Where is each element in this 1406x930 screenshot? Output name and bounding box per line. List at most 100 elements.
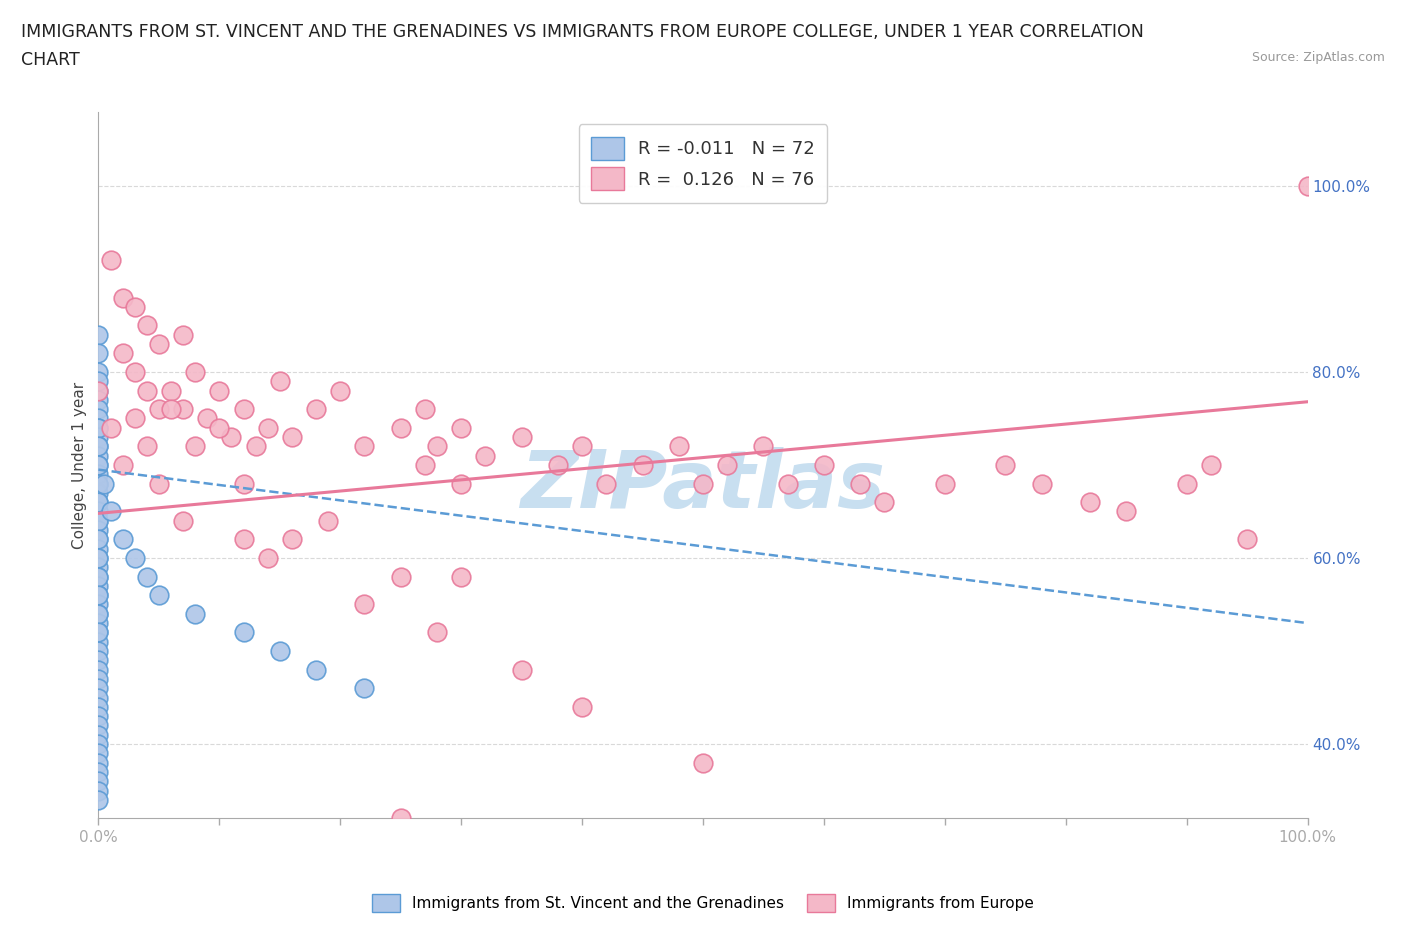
Point (256, 420, 278, 435)
Point (87, 746, 110, 761)
Point (124, 365, 146, 379)
Point (87, 699, 110, 714)
Point (1031, 476, 1053, 491)
Legend: R = -0.011   N = 72, R =  0.126   N = 76: R = -0.011 N = 72, R = 0.126 N = 76 (578, 125, 828, 203)
Point (87, 485, 110, 500)
Point (87, 458, 110, 472)
Point (111, 290, 134, 305)
Point (135, 383, 157, 398)
Point (87, 588, 110, 603)
Point (426, 625, 449, 640)
Point (474, 448, 496, 463)
Point (595, 476, 617, 491)
Point (93, 476, 115, 491)
Point (172, 513, 194, 528)
Point (1175, 476, 1198, 491)
Point (232, 402, 254, 417)
Point (172, 327, 194, 342)
Point (87, 681, 110, 696)
Point (87, 551, 110, 565)
Point (353, 681, 375, 696)
Point (184, 439, 207, 454)
Point (87, 541, 110, 556)
Point (100, 253, 122, 268)
Point (269, 374, 291, 389)
Point (87, 420, 110, 435)
Text: IMMIGRANTS FROM ST. VINCENT AND THE GRENADINES VS IMMIGRANTS FROM EUROPE COLLEGE: IMMIGRANTS FROM ST. VINCENT AND THE GREN… (21, 23, 1144, 41)
Text: ZIPatlas: ZIPatlas (520, 447, 886, 525)
Point (776, 476, 799, 491)
Point (305, 402, 328, 417)
Point (124, 551, 146, 565)
Point (413, 458, 436, 472)
Point (148, 476, 170, 491)
Point (87, 644, 110, 658)
Point (752, 439, 775, 454)
Point (87, 774, 110, 789)
Point (571, 439, 593, 454)
Point (631, 458, 654, 472)
Point (87, 606, 110, 621)
Point (87, 783, 110, 798)
Point (87, 597, 110, 612)
Point (111, 458, 134, 472)
Point (100, 420, 122, 435)
Point (389, 811, 412, 826)
Point (221, 430, 243, 445)
Point (450, 476, 472, 491)
Point (208, 383, 231, 398)
Point (232, 625, 254, 640)
Point (195, 411, 218, 426)
Text: Source: ZipAtlas.com: Source: ZipAtlas.com (1251, 51, 1385, 64)
Point (87, 383, 110, 398)
Point (87, 569, 110, 584)
Point (849, 476, 872, 491)
Point (716, 458, 738, 472)
Point (87, 755, 110, 770)
Point (87, 467, 110, 482)
Point (87, 653, 110, 668)
Point (510, 662, 533, 677)
Point (87, 551, 110, 565)
Point (934, 476, 956, 491)
Point (281, 430, 304, 445)
Point (245, 439, 267, 454)
Point (450, 420, 472, 435)
Point (160, 383, 183, 398)
Point (172, 402, 194, 417)
Point (87, 513, 110, 528)
Point (148, 588, 170, 603)
Point (87, 327, 110, 342)
Point (87, 560, 110, 575)
Point (87, 411, 110, 426)
Point (87, 439, 110, 454)
Point (668, 439, 690, 454)
Point (450, 569, 472, 584)
Point (87, 458, 110, 472)
Point (135, 318, 157, 333)
Point (184, 365, 207, 379)
Point (87, 625, 110, 640)
Point (87, 690, 110, 705)
Point (692, 476, 714, 491)
Point (1199, 458, 1222, 472)
Point (87, 392, 110, 407)
Point (232, 476, 254, 491)
Point (87, 625, 110, 640)
Point (1078, 495, 1101, 510)
Point (256, 551, 278, 565)
Point (1236, 532, 1258, 547)
Text: CHART: CHART (21, 51, 80, 69)
Legend: Immigrants from St. Vincent and the Grenadines, Immigrants from Europe: Immigrants from St. Vincent and the Gren… (367, 888, 1039, 918)
Point (87, 495, 110, 510)
Point (87, 718, 110, 733)
Point (87, 606, 110, 621)
Point (353, 439, 375, 454)
Point (87, 634, 110, 649)
Point (148, 402, 170, 417)
Point (87, 578, 110, 593)
Point (124, 411, 146, 426)
Point (100, 504, 122, 519)
Point (87, 532, 110, 547)
Point (87, 662, 110, 677)
